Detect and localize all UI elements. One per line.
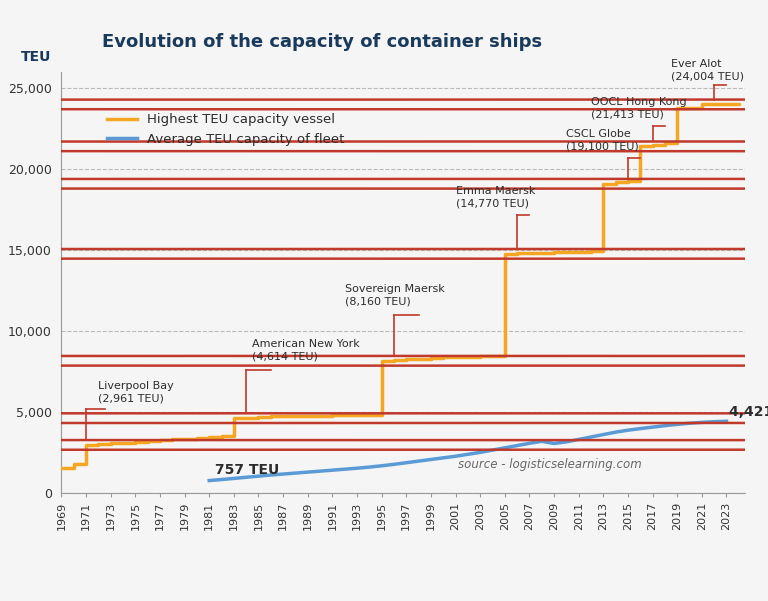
Text: Evolution of the capacity of container ships: Evolution of the capacity of container s…	[102, 33, 542, 51]
Text: Emma Maersk
(14,770 TEU): Emma Maersk (14,770 TEU)	[455, 186, 535, 208]
Text: Ever Alot
(24,004 TEU): Ever Alot (24,004 TEU)	[671, 59, 744, 82]
Text: 757 TEU: 757 TEU	[215, 463, 280, 477]
Text: American New York
(4,614 TEU): American New York (4,614 TEU)	[253, 340, 360, 362]
Text: TEU: TEU	[21, 50, 51, 64]
Text: OOCL Hong Kong
(21,413 TEU): OOCL Hong Kong (21,413 TEU)	[591, 97, 687, 119]
Text: source - logisticselearning.com: source - logisticselearning.com	[458, 457, 641, 471]
Text: Liverpool Bay
(2,961 TEU): Liverpool Bay (2,961 TEU)	[98, 382, 174, 404]
Legend: Highest TEU capacity vessel, Average TEU capacity of fleet: Highest TEU capacity vessel, Average TEU…	[102, 108, 349, 151]
Text: CSCL Globe
(19,100 TEU): CSCL Globe (19,100 TEU)	[566, 129, 639, 151]
Text: 4,421 TEU: 4,421 TEU	[729, 404, 768, 419]
Text: Sovereign Maersk
(8,160 TEU): Sovereign Maersk (8,160 TEU)	[345, 284, 445, 307]
